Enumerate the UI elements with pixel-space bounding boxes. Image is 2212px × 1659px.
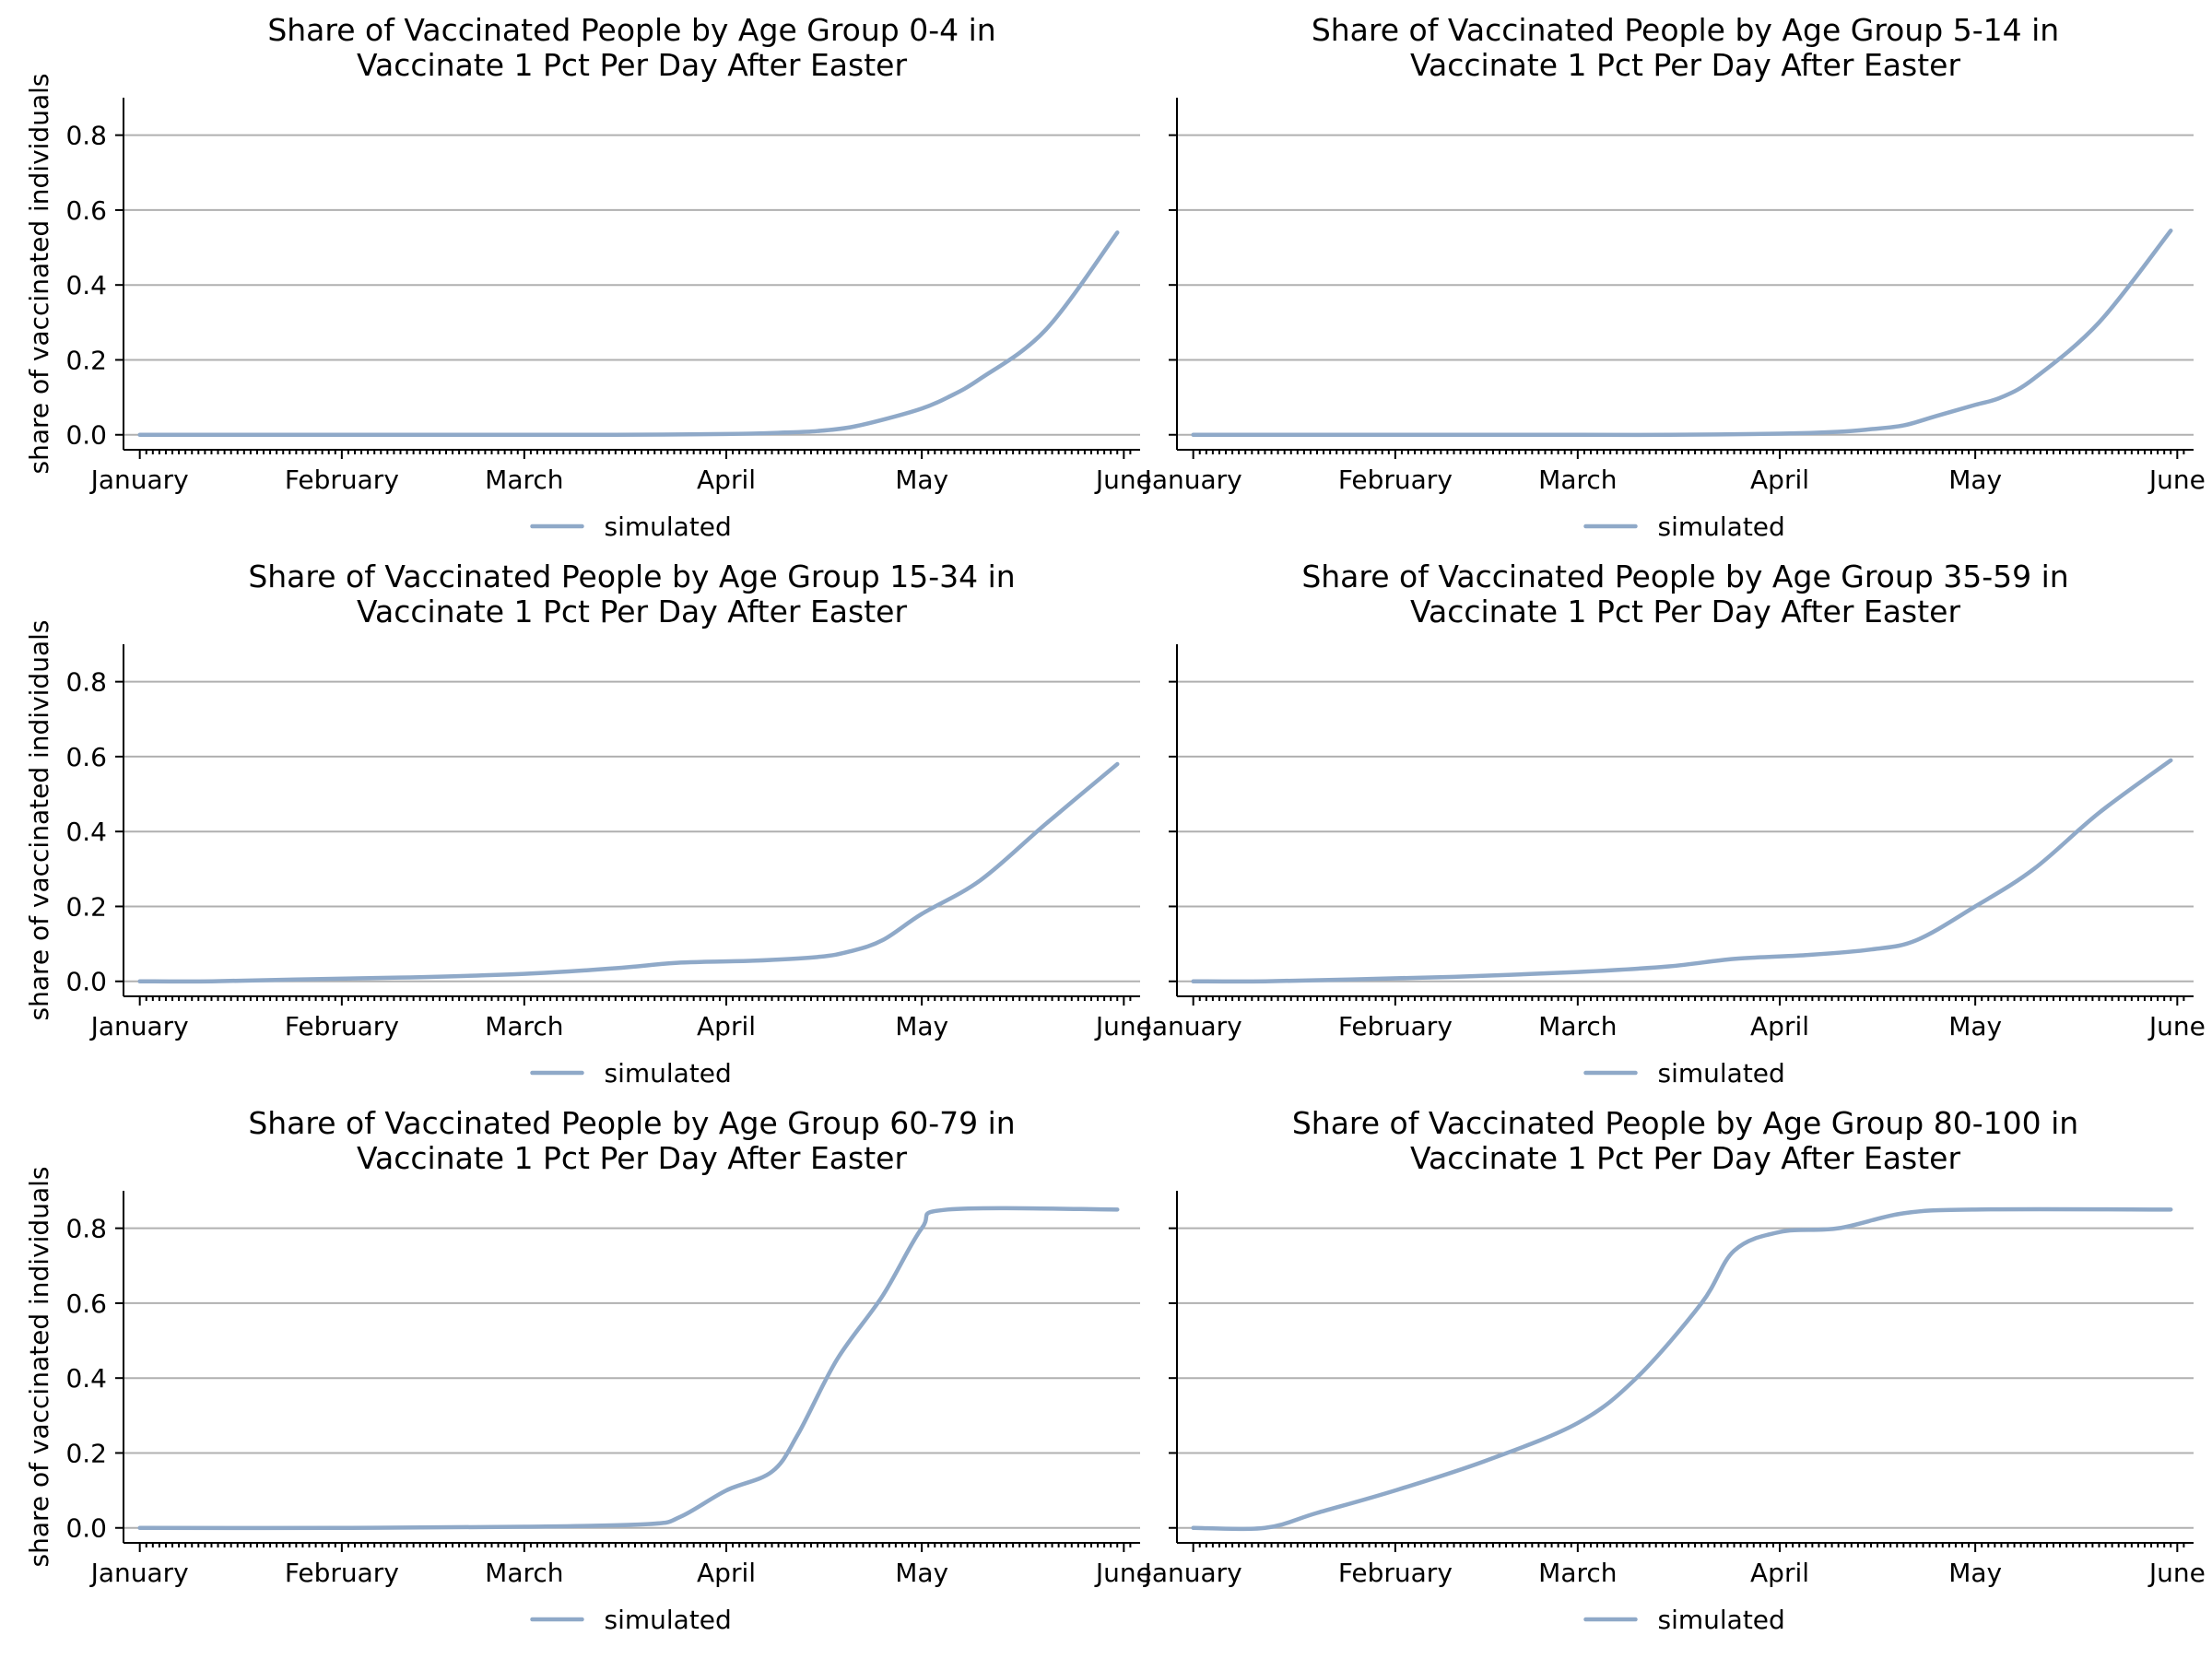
x-tick-label: May bbox=[1948, 1558, 2002, 1588]
x-tick-label: January bbox=[1143, 1011, 1242, 1041]
series-line-simulated bbox=[1191, 229, 2173, 438]
x-tick-label: April bbox=[697, 1558, 756, 1588]
y-tick-label: 0.4 bbox=[65, 1363, 107, 1394]
x-tick-label: June bbox=[2147, 1558, 2206, 1588]
chart-title-line-2: Vaccinate 1 Pct Per Day After Easter bbox=[1410, 1140, 1960, 1176]
x-tick-label: February bbox=[1338, 1011, 1453, 1041]
y-tick-label: 0.0 bbox=[65, 1513, 107, 1544]
chart-title-line-1: Share of Vaccinated People by Age Group … bbox=[1312, 12, 2059, 48]
legend-label: simulated bbox=[1658, 1058, 1785, 1088]
x-tick-label: April bbox=[1750, 465, 1809, 495]
x-tick-label: June bbox=[2147, 1011, 2206, 1041]
x-tick-label: April bbox=[1750, 1558, 1809, 1588]
series-line-simulated bbox=[137, 230, 1120, 438]
subplot-1: Share of Vaccinated People by Age Group … bbox=[24, 12, 1152, 542]
x-tick-label: January bbox=[1143, 1558, 1242, 1588]
legend: simulated bbox=[1583, 512, 1785, 542]
y-tick-label: 0.2 bbox=[65, 891, 107, 922]
series-line-simulated bbox=[1191, 1206, 2173, 1532]
x-tick-label: April bbox=[697, 1011, 756, 1041]
y-tick-label: 0.8 bbox=[65, 1214, 107, 1244]
subplot-3: Share of Vaccinated People by Age Group … bbox=[24, 559, 1152, 1088]
x-tick-label: January bbox=[1143, 465, 1242, 495]
chart-title-line-1: Share of Vaccinated People by Age Group … bbox=[248, 559, 1015, 594]
y-tick-label: 0.8 bbox=[65, 121, 107, 151]
x-tick-label: May bbox=[895, 1558, 948, 1588]
chart-title-line-1: Share of Vaccinated People by Age Group … bbox=[267, 12, 995, 48]
subplot-6: Share of Vaccinated People by Age Group … bbox=[1143, 1105, 2206, 1635]
x-tick-label: February bbox=[285, 465, 399, 495]
y-tick-label: 0.2 bbox=[65, 345, 107, 375]
y-tick-label: 0.4 bbox=[65, 817, 107, 847]
chart-title-line-1: Share of Vaccinated People by Age Group … bbox=[1301, 559, 2068, 594]
chart-title-line-2: Vaccinate 1 Pct Per Day After Easter bbox=[1410, 594, 1960, 629]
x-tick-label: June bbox=[2147, 465, 2206, 495]
y-axis-label: share of vaccinated individuals bbox=[24, 74, 54, 475]
x-tick-label: May bbox=[1948, 1011, 2002, 1041]
subplot-5: Share of Vaccinated People by Age Group … bbox=[24, 1105, 1152, 1635]
x-tick-label: February bbox=[285, 1558, 399, 1588]
x-tick-label: February bbox=[1338, 1558, 1453, 1588]
x-tick-label: May bbox=[1948, 465, 2002, 495]
y-tick-label: 0.6 bbox=[65, 1288, 107, 1319]
x-tick-label: January bbox=[89, 1558, 189, 1588]
x-tick-label: March bbox=[1538, 1558, 1617, 1588]
legend-label: simulated bbox=[605, 512, 732, 542]
x-tick-label: June bbox=[1094, 465, 1152, 495]
series-line-simulated bbox=[137, 761, 1120, 984]
y-tick-label: 0.4 bbox=[65, 270, 107, 300]
legend-label: simulated bbox=[605, 1605, 732, 1635]
x-tick-label: June bbox=[1094, 1558, 1152, 1588]
chart-title-line-2: Vaccinate 1 Pct Per Day After Easter bbox=[357, 594, 907, 629]
series-line-simulated bbox=[137, 1206, 1120, 1531]
x-tick-label: May bbox=[895, 1011, 948, 1041]
legend: simulated bbox=[1583, 1058, 1785, 1088]
x-tick-label: March bbox=[1538, 1011, 1617, 1041]
x-tick-label: February bbox=[285, 1011, 399, 1041]
x-tick-label: May bbox=[895, 465, 948, 495]
x-tick-label: March bbox=[485, 1558, 563, 1588]
x-tick-label: January bbox=[89, 465, 189, 495]
y-tick-label: 0.6 bbox=[65, 742, 107, 772]
legend-label: simulated bbox=[1658, 512, 1785, 542]
legend: simulated bbox=[1583, 1605, 1785, 1635]
legend: simulated bbox=[530, 1058, 732, 1088]
x-tick-label: January bbox=[89, 1011, 189, 1041]
chart-title-line-1: Share of Vaccinated People by Age Group … bbox=[1292, 1105, 2078, 1141]
legend-label: simulated bbox=[605, 1058, 732, 1088]
x-tick-label: March bbox=[1538, 465, 1617, 495]
chart-title-line-2: Vaccinate 1 Pct Per Day After Easter bbox=[357, 1140, 907, 1176]
y-tick-label: 0.2 bbox=[65, 1438, 107, 1468]
x-tick-label: June bbox=[1094, 1011, 1152, 1041]
chart-title-line-1: Share of Vaccinated People by Age Group … bbox=[248, 1105, 1015, 1141]
y-axis-label: share of vaccinated individuals bbox=[24, 620, 54, 1021]
y-tick-label: 0.6 bbox=[65, 195, 107, 226]
legend-label: simulated bbox=[1658, 1605, 1785, 1635]
y-tick-label: 0.8 bbox=[65, 667, 107, 698]
x-tick-label: March bbox=[485, 1011, 563, 1041]
chart-title-line-2: Vaccinate 1 Pct Per Day After Easter bbox=[1410, 47, 1960, 83]
subplot-2: Share of Vaccinated People by Age Group … bbox=[1143, 12, 2206, 542]
subplot-4: Share of Vaccinated People by Age Group … bbox=[1143, 559, 2206, 1088]
legend: simulated bbox=[530, 512, 732, 542]
x-tick-label: April bbox=[697, 465, 756, 495]
y-tick-label: 0.0 bbox=[65, 967, 107, 997]
x-tick-label: March bbox=[485, 465, 563, 495]
x-tick-label: April bbox=[1750, 1011, 1809, 1041]
y-tick-label: 0.0 bbox=[65, 420, 107, 451]
legend: simulated bbox=[530, 1605, 732, 1635]
y-axis-label: share of vaccinated individuals bbox=[24, 1167, 54, 1568]
series-line-simulated bbox=[1191, 758, 2173, 984]
x-tick-label: February bbox=[1338, 465, 1453, 495]
chart-title-line-2: Vaccinate 1 Pct Per Day After Easter bbox=[357, 47, 907, 83]
